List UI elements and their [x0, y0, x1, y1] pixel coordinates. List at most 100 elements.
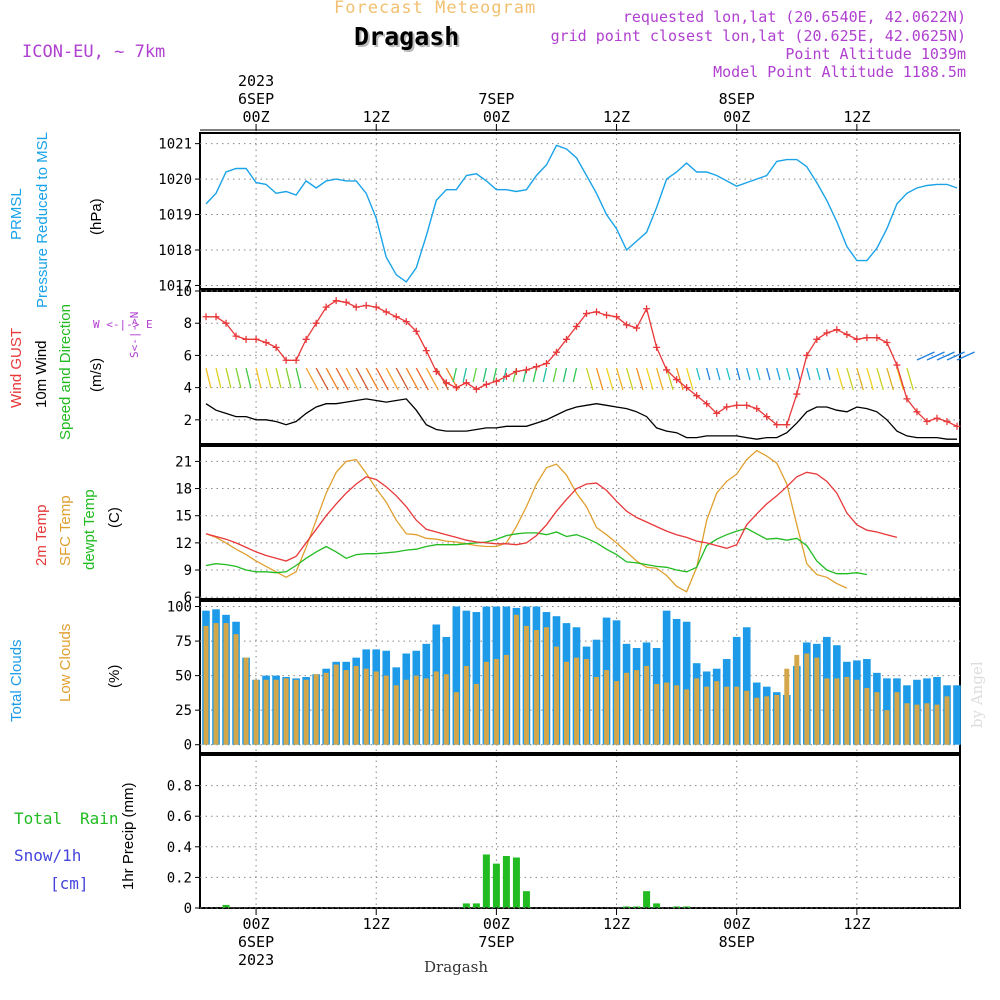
- station-name: Dragash: [354, 22, 460, 51]
- gust-point: [462, 379, 470, 387]
- gust-point: [302, 335, 310, 343]
- wind-arrow: [492, 367, 498, 383]
- low-cloud-bar: [824, 678, 830, 745]
- gust-point: [823, 329, 831, 337]
- low-cloud-bar: [844, 677, 850, 745]
- wind-arrow: [686, 367, 694, 391]
- total-cloud-bar: [682, 621, 691, 745]
- wind-arrow: [245, 367, 252, 389]
- bottom-tick-label: 7SEP: [478, 933, 514, 951]
- low-cloud-bar: [213, 623, 219, 745]
- wind-arrow: [225, 367, 232, 389]
- bottom-tick-label: 12Z: [843, 915, 870, 933]
- wind-arrow: [472, 367, 477, 383]
- wind-arrow: [716, 367, 721, 381]
- gust-point: [562, 335, 570, 343]
- low-cloud-bar: [353, 665, 359, 745]
- wind-arrow: [462, 367, 467, 383]
- wind-arrow: [415, 367, 429, 391]
- wind-arrow: [866, 367, 874, 391]
- gust-point: [472, 385, 480, 393]
- wind-arrow: [796, 367, 801, 381]
- low-cloud-bar: [433, 671, 439, 745]
- low-cloud-bar: [704, 686, 710, 745]
- gust-point: [953, 422, 961, 430]
- gust-point: [362, 301, 370, 309]
- low-cloud-bar: [594, 677, 599, 745]
- low-cloud-bar: [734, 686, 740, 745]
- low-cloud-bar: [223, 623, 229, 745]
- wind-arrow: [635, 367, 644, 391]
- y-tick-label: 6: [184, 590, 192, 606]
- wind-arrow: [532, 367, 538, 383]
- gust-point: [392, 313, 400, 321]
- gust-point: [583, 310, 591, 318]
- wind-arrow: [315, 367, 329, 391]
- wind-arrow: [325, 367, 339, 391]
- low-cloud-bar: [674, 685, 680, 745]
- wind-arrow: [452, 367, 457, 383]
- wind-arrow: [826, 367, 831, 381]
- gust-point: [613, 313, 621, 321]
- gust-point: [482, 380, 490, 388]
- precip-snow-unit: [cm]: [50, 874, 89, 893]
- dewpt-line: [205, 527, 868, 576]
- top-tick-label: 00Z: [723, 108, 750, 126]
- low-cloud-bar: [233, 634, 239, 745]
- bottom-tick-label: 6SEP: [238, 933, 274, 951]
- gust-point: [532, 363, 540, 371]
- gust-point: [863, 334, 871, 342]
- low-cloud-bar: [694, 678, 700, 745]
- wind-arrow: [645, 367, 654, 391]
- low-cloud-bar: [794, 654, 800, 745]
- rain-bar: [643, 891, 651, 908]
- product-title: Forecast Meteogram: [334, 0, 537, 18]
- rain-bar: [512, 857, 520, 908]
- gust-point: [432, 368, 440, 376]
- low-cloud-bar: [263, 679, 269, 745]
- low-cloud-bar: [513, 614, 519, 745]
- gust-point: [793, 390, 801, 398]
- low-cloud-bar: [383, 675, 389, 745]
- bottom-tick-label: 2023: [238, 951, 274, 969]
- low-cloud-bar: [423, 678, 429, 745]
- total-cloud-bar: [742, 627, 751, 745]
- wind-arrow: [946, 351, 965, 361]
- wind-arrow: [275, 367, 282, 389]
- low-cloud-bar: [814, 657, 820, 745]
- rain-bar: [472, 903, 480, 908]
- low-cloud-bar: [463, 665, 469, 745]
- wind-arrow: [736, 367, 741, 381]
- gust-point: [713, 409, 721, 417]
- top-tick-label: 2023: [238, 72, 274, 90]
- gust-point: [262, 339, 270, 347]
- panel-frame: [199, 754, 961, 909]
- low-cloud-bar: [604, 670, 610, 745]
- y-tick-label: 0.6: [167, 809, 192, 825]
- wind-gust-line: [206, 300, 958, 427]
- y-tick-label: 1019: [158, 208, 192, 224]
- wind-arrow: [365, 367, 379, 391]
- wind-arrow: [482, 367, 488, 383]
- wind-arrow: [585, 367, 594, 391]
- gust-point: [933, 414, 941, 422]
- wind-arrow: [896, 367, 904, 391]
- rain-bar: [492, 863, 500, 908]
- y-tick-label: 10: [175, 284, 192, 300]
- y-tick-label: 1021: [158, 137, 192, 153]
- wind-arrow: [655, 367, 664, 391]
- low-cloud-bar: [343, 670, 349, 745]
- low-cloud-bar: [413, 675, 419, 745]
- rain-bar: [482, 854, 490, 908]
- low-cloud-bar: [744, 690, 750, 745]
- gust-point: [272, 343, 280, 351]
- bottom-tick-label: 00Z: [723, 915, 750, 933]
- low-cloud-bar: [944, 696, 950, 745]
- wind-arrow: [572, 367, 578, 383]
- low-cloud-bar: [654, 683, 660, 745]
- wind-arrow: [502, 367, 508, 383]
- wind-arrow: [405, 367, 419, 391]
- low-cloud-bar: [203, 625, 209, 745]
- gust-point: [623, 321, 631, 329]
